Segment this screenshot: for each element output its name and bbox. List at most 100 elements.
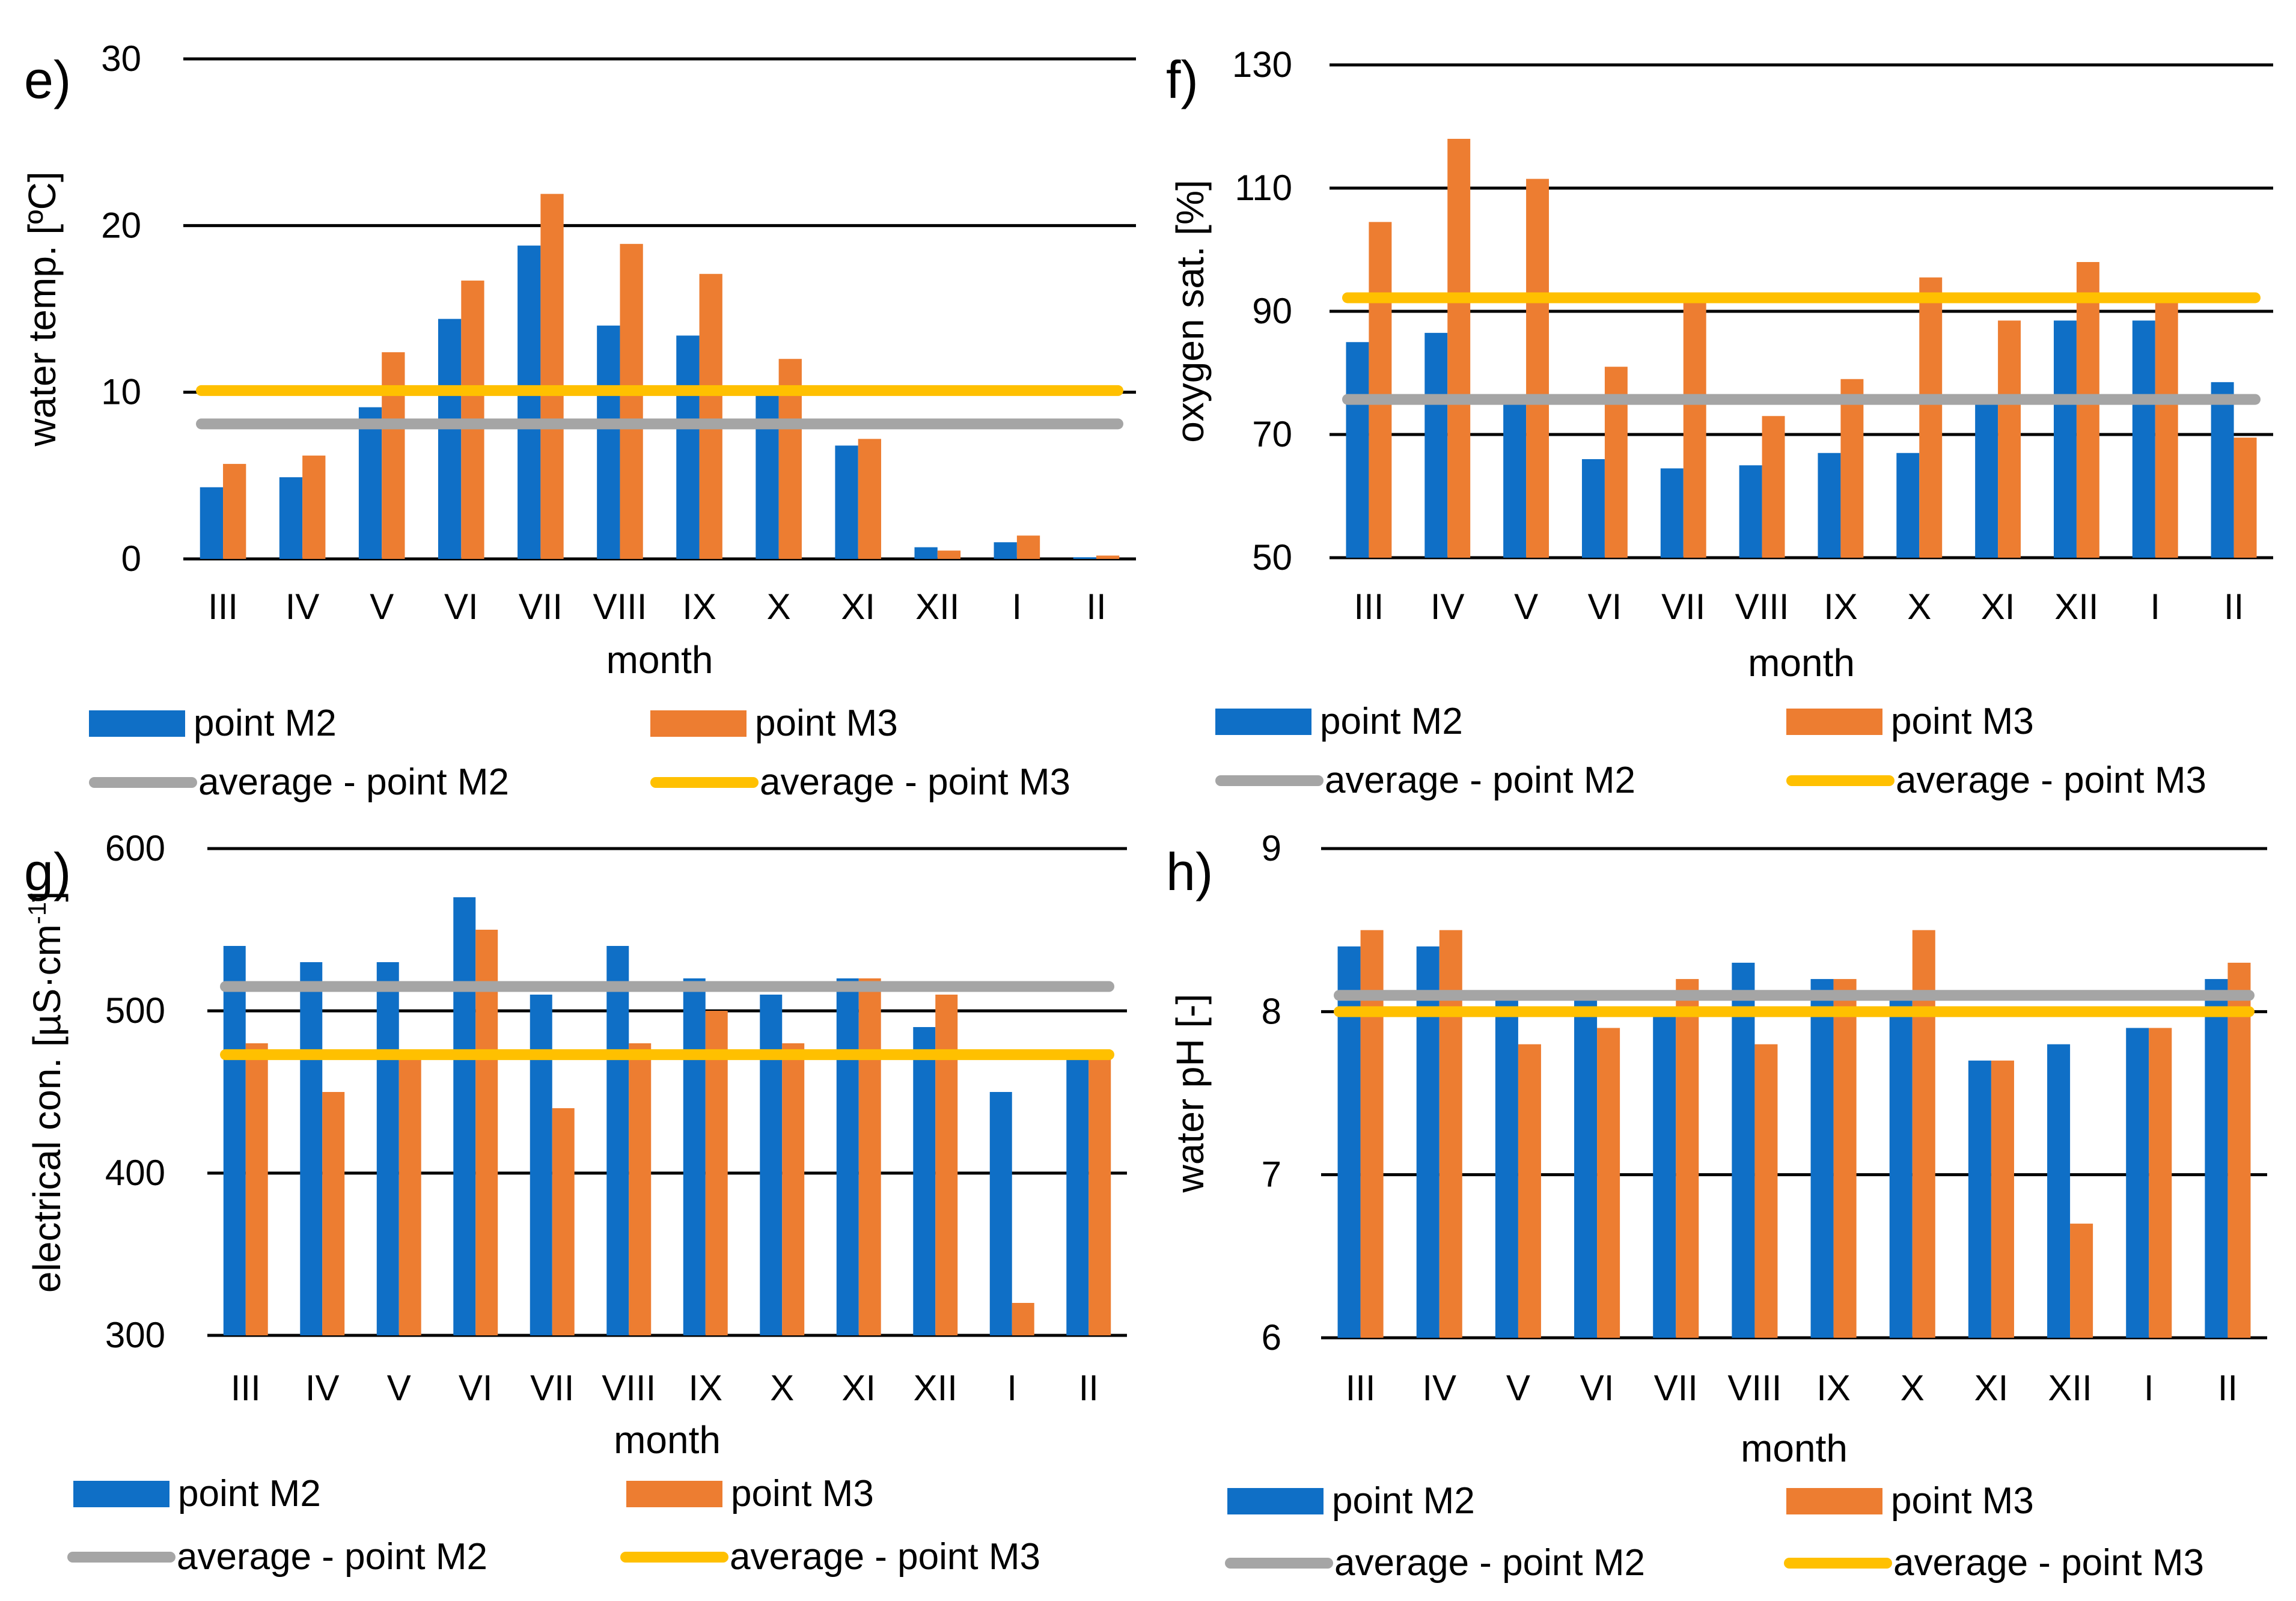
bar-m3-ii — [2233, 438, 2257, 558]
x-tick-label: IX — [688, 1368, 722, 1408]
legend-item-m3: point M3 — [1786, 700, 2034, 743]
x-tick-label: VII — [1661, 587, 1705, 627]
chart-panel-h: h) 6 7 8 9 III IV V VI VII VIII IX X XI XII I II month wa… — [1148, 793, 2296, 1601]
legend-swatch-avg-m3 — [1786, 775, 1895, 786]
x-tick-label: XI — [1974, 1368, 2009, 1408]
bar-m3-xi — [858, 978, 881, 1335]
legend-label-m3: point M3 — [731, 1473, 874, 1514]
legend-item-m3: point M3 — [626, 1472, 874, 1515]
bar-m2-ix — [683, 978, 706, 1335]
legend-item-avg-m3: average - point M3 — [1786, 759, 2206, 802]
legend-label-m3: point M3 — [1891, 701, 2034, 742]
x-axis-label: month — [1748, 641, 1855, 685]
bar-m3-xii — [2070, 1224, 2093, 1338]
bar-m3-i — [1012, 1303, 1034, 1335]
x-tick-label: VII — [519, 587, 563, 627]
bar-m3-x — [1919, 277, 1943, 558]
x-tick-label: II — [1086, 587, 1106, 627]
bar-m2-v — [1503, 400, 1527, 558]
legend-label-avg-m3: average - point M3 — [730, 1536, 1040, 1578]
panel-label-e: e) — [24, 50, 72, 109]
bar-m3-iii — [223, 463, 246, 559]
bar-m2-viii — [597, 325, 620, 559]
bar-m3-xii — [935, 995, 958, 1335]
legend-item-m2: point M2 — [89, 702, 337, 745]
bar-m2-iv — [279, 477, 303, 559]
legend-label-avg-m2: average - point M2 — [1334, 1542, 1645, 1584]
legend-label-m2: point M2 — [1332, 1480, 1475, 1522]
x-tick-label: IV — [305, 1368, 340, 1408]
y-tick-label: 500 — [105, 990, 165, 1031]
bar-m3-xi — [858, 439, 882, 559]
y-tick-label: 6 — [1262, 1317, 1281, 1358]
bar-m2-vii — [1660, 468, 1684, 558]
x-tick-label: VII — [530, 1368, 574, 1408]
bar-m2-xi — [1968, 1060, 1991, 1338]
legend-item-avg-m2: average - point M2 — [89, 761, 509, 804]
panel-label-h: h) — [1166, 842, 1214, 901]
legend-item-m2: point M2 — [1215, 700, 1463, 743]
y-tick-label: 400 — [105, 1153, 165, 1193]
x-tick-label: X — [770, 1368, 794, 1408]
bar-m3-ii — [2227, 962, 2251, 1338]
y-axis-label-text: water temp. [ºC] — [20, 171, 64, 447]
bar-m2-xii — [914, 547, 938, 559]
bar-m3-i — [2149, 1028, 2172, 1338]
bar-m3-iv — [1447, 139, 1471, 558]
bar-m2-i — [994, 542, 1017, 559]
x-axis-label: month — [606, 638, 713, 682]
legend-swatch-m2 — [89, 710, 185, 737]
y-tick-label: 300 — [105, 1315, 165, 1355]
y-tick-label: 600 — [105, 828, 165, 868]
y-axis-label: electrical con. [µS·cm-1] — [23, 891, 69, 1293]
bar-m2-vii — [518, 245, 541, 559]
bar-m3-v — [382, 352, 405, 559]
chart-panel-g: g) 300 400 500 600 III IV V VI VII VIII IX X XI XII I I… — [0, 793, 1148, 1601]
x-tick-label: IX — [1816, 1368, 1851, 1408]
x-tick-label: IV — [285, 587, 320, 627]
y-tick-label: 7 — [1262, 1154, 1281, 1195]
legend-swatch-avg-m3 — [620, 1551, 728, 1563]
bar-m3-i — [1016, 535, 1040, 559]
bar-m2-v — [1495, 995, 1518, 1338]
legend-label-avg-m2: average - point M2 — [177, 1536, 487, 1578]
bar-m2-xii — [2053, 320, 2077, 558]
y-axis-label-text: water pH [-] — [1168, 994, 1212, 1194]
y-tick-label: 70 — [1252, 414, 1292, 454]
panel-label-f: f) — [1166, 50, 1198, 109]
x-tick-label: II — [2224, 587, 2244, 627]
x-tick-label: X — [1907, 587, 1931, 627]
bar-m3-xi — [1991, 1060, 2014, 1338]
bar-m3-viii — [629, 1043, 652, 1335]
legend-swatch-m3 — [650, 710, 747, 737]
legend-swatch-avg-m3 — [1784, 1557, 1892, 1569]
bar-m2-xi — [836, 978, 859, 1335]
legend-swatch-m3 — [626, 1480, 722, 1507]
bar-m3-viii — [1754, 1044, 1778, 1338]
bar-m3-viii — [620, 243, 643, 560]
x-tick-label: X — [1901, 1368, 1925, 1408]
legend-item-avg-m3: average - point M3 — [650, 761, 1070, 804]
bar-m2-vi — [1581, 459, 1605, 558]
bar-m2-iv — [1416, 946, 1440, 1338]
legend-swatch-m2 — [73, 1480, 169, 1507]
bar-m3-ix — [1833, 979, 1857, 1338]
bar-m2-ix — [1810, 979, 1834, 1338]
legend-label-avg-m3: average - point M3 — [1893, 1542, 2204, 1584]
x-tick-label: III — [208, 587, 238, 627]
x-tick-label: XI — [1981, 587, 2015, 627]
legend-label-m3: point M3 — [755, 703, 898, 744]
bar-m2-vii — [530, 995, 552, 1335]
x-tick-label: VI — [1580, 1368, 1614, 1408]
legend-swatch-avg-m2 — [67, 1551, 176, 1563]
y-tick-label: 110 — [1235, 168, 1292, 208]
chart-panel-e: e) 0 10 20 30 III IV V VI VII VIII IX X XI XII I II mont… — [0, 0, 1148, 803]
x-tick-label: II — [2218, 1368, 2238, 1408]
bar-m3-ii — [1088, 1060, 1111, 1335]
x-tick-label: VIII — [602, 1368, 656, 1408]
bar-m3-vi — [475, 930, 498, 1335]
y-tick-label: 50 — [1252, 537, 1292, 578]
